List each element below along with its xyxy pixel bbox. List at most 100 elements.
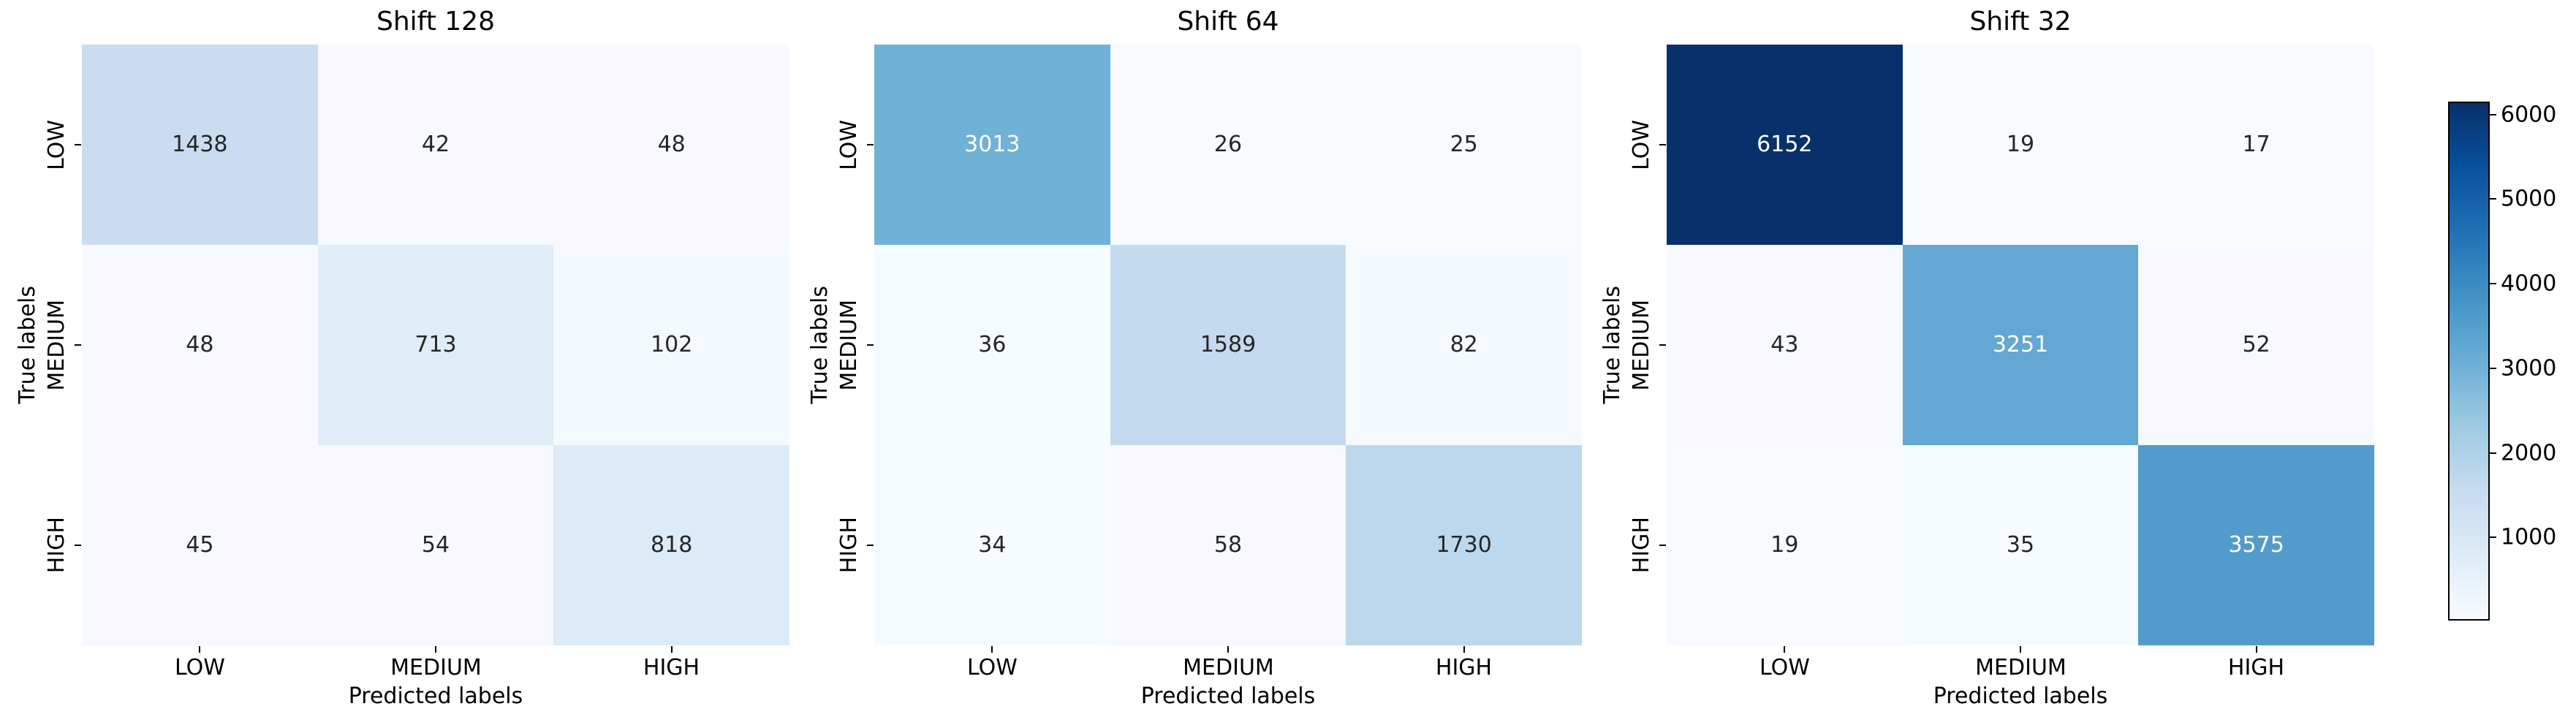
cell-value: 3013 — [964, 132, 1020, 157]
heatmap-cell: 6152 — [1667, 45, 1903, 245]
colorbar-tick-label: 4000 — [2501, 270, 2557, 297]
x-axis-label: Predicted labels — [348, 683, 523, 709]
y-tick-mark — [75, 344, 81, 346]
y-axis-label: True labels — [14, 45, 40, 645]
x-tick-label: LOW — [1759, 655, 1810, 680]
heatmap-cell: 3251 — [1902, 245, 2139, 445]
y-axis-label: True labels — [1599, 45, 1625, 645]
colorbar-tick-label: 3000 — [2501, 355, 2557, 382]
heatmap-cell: 52 — [2138, 245, 2374, 445]
x-tick-mark — [671, 646, 673, 653]
cell-value: 17 — [2242, 132, 2270, 157]
heatmap-cell: 713 — [317, 245, 554, 445]
cell-value: 713 — [414, 332, 457, 357]
y-tick-label-text: MEDIUM — [1628, 299, 1654, 391]
y-tick-label-text: HIGH — [43, 517, 69, 574]
x-tick-mark — [1784, 646, 1785, 653]
y-tick-label: MEDIUM — [836, 245, 862, 445]
heatmap-cell: 25 — [1346, 45, 1582, 245]
heatmap-cell: 19 — [1667, 445, 1903, 645]
heatmap-cell: 3013 — [874, 45, 1110, 245]
colorbar-tick-mark — [2490, 198, 2496, 200]
y-tick-mark — [75, 545, 81, 546]
colorbar-tick-label: 1000 — [2501, 524, 2557, 550]
heatmap-grid: 1438 42 48 48 713 102 45 54 818 — [82, 45, 789, 645]
x-tick-mark — [2020, 646, 2021, 653]
x-axis-label: Predicted labels — [1933, 683, 2108, 709]
panel-shift-64: Shift 64 True labels LOW MEDIUM HIGH 3013 2… — [807, 0, 1582, 728]
y-tick-label-text: HIGH — [836, 517, 862, 574]
y-tick-mark — [1659, 144, 1666, 145]
x-tick-label: HIGH — [643, 655, 700, 680]
cell-value: 52 — [2242, 332, 2270, 357]
cell-value: 102 — [651, 332, 693, 357]
y-tick-label-text: LOW — [43, 119, 69, 170]
heatmap-cell: 26 — [1110, 45, 1346, 245]
panel-shift-128: Shift 128 True labels LOW MEDIUM HIGH 1438… — [15, 0, 789, 728]
y-axis-label-text: True labels — [14, 286, 40, 404]
cell-value: 35 — [2006, 532, 2035, 558]
heatmap-cell: 17 — [2138, 45, 2374, 245]
y-tick-label-text: HIGH — [1628, 517, 1654, 574]
panel-title: Shift 32 — [1969, 7, 2072, 37]
colorbar-tick-mark — [2490, 452, 2496, 454]
x-tick-label: LOW — [175, 655, 225, 680]
cell-value: 45 — [186, 532, 214, 558]
heatmap-cell: 1589 — [1110, 245, 1346, 445]
colorbar-gradient — [2448, 102, 2490, 621]
y-tick-label: LOW — [836, 45, 862, 245]
heatmap-cell: 36 — [874, 245, 1110, 445]
y-tick-label: HIGH — [1628, 445, 1654, 645]
heatmap-cell: 42 — [317, 45, 554, 245]
x-tick-label: MEDIUM — [1183, 655, 1274, 680]
y-tick-mark — [1659, 545, 1666, 546]
plot-area: True labels LOW MEDIUM HIGH 6152 19 17 43 3251… — [1599, 45, 2374, 709]
y-tick-label: HIGH — [44, 445, 69, 645]
y-tick-label: MEDIUM — [44, 245, 69, 445]
y-tick-label-text: LOW — [1628, 119, 1654, 170]
cell-value: 48 — [186, 332, 214, 357]
y-axis-label-text: True labels — [1599, 286, 1625, 404]
cell-value: 25 — [1450, 132, 1478, 157]
y-tick-mark — [1659, 344, 1666, 346]
x-tick-mark — [435, 646, 436, 653]
colorbar-tick-label: 2000 — [2501, 440, 2557, 466]
cell-value: 818 — [651, 532, 693, 558]
panel-title: Shift 64 — [1177, 7, 1279, 37]
cell-value: 1730 — [1436, 532, 1492, 558]
plot-area: True labels LOW MEDIUM HIGH 3013 26 25 36 1589… — [807, 45, 1582, 709]
heatmap-cell: 82 — [1346, 245, 1582, 445]
x-tick-label: HIGH — [2227, 655, 2285, 680]
x-tick-mark — [1227, 646, 1229, 653]
heatmap-cell: 43 — [1667, 245, 1903, 445]
y-axis-label-text: True labels — [806, 286, 833, 404]
heatmap-cell: 48 — [82, 245, 318, 445]
cell-value: 36 — [978, 332, 1007, 357]
colorbar-tick-label: 5000 — [2501, 186, 2557, 212]
plot-area: True labels LOW MEDIUM HIGH 1438 42 48 48 713 1… — [15, 45, 789, 709]
x-tick-label: MEDIUM — [390, 655, 482, 680]
y-axis-label: True labels — [806, 45, 833, 645]
y-tick-label-text: MEDIUM — [836, 299, 862, 391]
heatmap-cell: 58 — [1110, 445, 1346, 645]
heatmap-cell: 48 — [553, 45, 789, 245]
x-tick-label: HIGH — [1435, 655, 1493, 680]
heatmap-cell: 3575 — [2138, 445, 2374, 645]
y-tick-label: LOW — [1628, 45, 1654, 245]
cell-value: 1438 — [172, 132, 228, 157]
y-tick-label: LOW — [44, 45, 69, 245]
y-tick-label: MEDIUM — [1628, 245, 1654, 445]
cell-value: 43 — [1770, 332, 1799, 357]
x-tick-mark — [991, 646, 993, 653]
y-tick-label: HIGH — [836, 445, 862, 645]
colorbar-tick-mark — [2490, 113, 2496, 115]
x-tick-label: MEDIUM — [1975, 655, 2067, 680]
colorbar-tick-mark — [2490, 283, 2496, 285]
y-tick-label-text: LOW — [836, 119, 862, 170]
x-tick-label: LOW — [967, 655, 1018, 680]
cell-value: 1589 — [1200, 332, 1257, 357]
heatmap-cell: 35 — [1902, 445, 2139, 645]
heatmap-cell: 1438 — [82, 45, 318, 245]
cell-value: 19 — [2006, 132, 2035, 157]
heatmap-cell: 45 — [82, 445, 318, 645]
